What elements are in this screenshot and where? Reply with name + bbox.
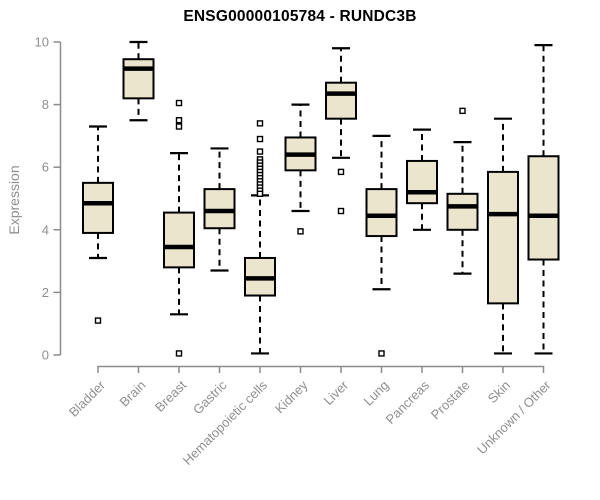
iqr-box: [122, 58, 155, 100]
x-tick-label-pancreas: Pancreas: [383, 377, 433, 427]
x-tick-label-skin: Skin: [485, 378, 513, 406]
outlier-point: [175, 123, 183, 130]
iqr-box: [406, 159, 438, 205]
outlier-point: [378, 350, 385, 357]
y-tick-label: 4: [42, 222, 49, 237]
iqr-box: [82, 181, 114, 234]
x-tick-label-lung: Lung: [361, 378, 392, 409]
y-tick-label: 10: [35, 35, 49, 50]
y-tick-label: 8: [42, 97, 49, 112]
iqr-box: [163, 211, 195, 269]
boxplot-group-liver: [325, 47, 357, 215]
x-tick-label-breast: Breast: [152, 377, 189, 414]
boxplot-group-gastric: [203, 147, 236, 272]
boxplot-group-kidney: [284, 103, 317, 235]
x-tick-label-prostate: Prostate: [428, 378, 473, 423]
outlier-point: [297, 228, 304, 235]
outlier-point: [256, 120, 264, 127]
outlier-point: [337, 168, 345, 176]
outlier-point: [175, 99, 183, 107]
boxplot-group-bladder: [82, 125, 114, 324]
iqr-box: [446, 192, 479, 231]
outlier-point: [175, 117, 183, 124]
boxplot-group-skin: [487, 117, 519, 355]
outlier-point: [337, 207, 345, 215]
iqr-box: [527, 155, 560, 261]
boxplot-group-unknown-other: [527, 44, 560, 355]
boxplot-group-prostate: [446, 107, 479, 275]
outlier-point: [256, 135, 264, 143]
boxplot-group-breast: [163, 99, 195, 357]
y-axis: 0 2 4 6 8 10: [35, 35, 62, 363]
boxplot-group-hematopoietic-cells: [244, 120, 276, 355]
outlier-point: [256, 190, 264, 198]
boxplot-group-pancreas: [406, 128, 438, 231]
y-tick-label: 2: [42, 285, 49, 300]
x-tick-label-kidney: Kidney: [272, 377, 311, 416]
x-tick-label-liver: Liver: [321, 377, 352, 408]
outlier-point: [94, 317, 102, 324]
iqr-box: [365, 188, 398, 238]
iqr-box: [487, 170, 519, 305]
y-tick-label: 0: [42, 348, 49, 363]
x-tick-label-gastric: Gastric: [190, 377, 230, 417]
boxplot-group-lung: [365, 134, 398, 357]
y-tick-label: 6: [42, 160, 49, 175]
iqr-box: [203, 188, 236, 230]
outlier-point: [175, 350, 183, 357]
x-tick-label-brain: Brain: [117, 378, 149, 410]
boxplot-group-brain: [122, 40, 155, 122]
iqr-box: [325, 81, 357, 120]
x-tick-label-unknown-other: Unknown / Other: [474, 377, 554, 457]
outlier-point: [459, 107, 466, 115]
x-tick-label-bladder: Bladder: [66, 377, 109, 420]
chart-title: ENSG00000105784 - RUNDC3B: [183, 8, 417, 25]
outlier-point: [256, 148, 264, 155]
